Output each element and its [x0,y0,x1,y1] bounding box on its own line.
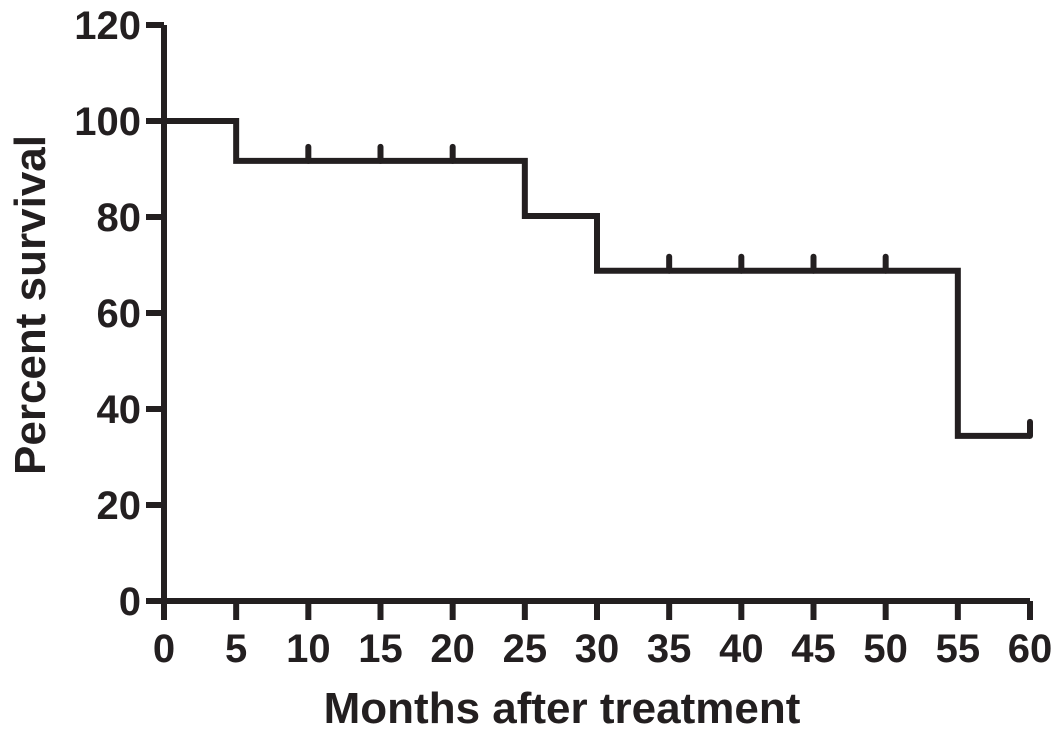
x-tick-label: 5 [225,627,247,671]
axes-spine [161,25,1030,604]
x-tick-label: 35 [647,627,692,671]
x-tick-label: 40 [719,627,764,671]
x-tick-label: 10 [286,627,331,671]
x-tick-label: 30 [575,627,620,671]
x-tick-label: 15 [358,627,403,671]
x-tick-label: 20 [430,627,475,671]
x-tick-label: 50 [863,627,908,671]
x-axis-title: Months after treatment [324,684,801,733]
x-tick-label: 55 [936,627,981,671]
x-tick-label: 0 [153,627,175,671]
y-axis-title: Percent survival [6,135,55,475]
y-tick-label: 40 [97,388,142,432]
y-tick-label: 20 [97,484,142,528]
y-tick-label: 0 [119,580,141,624]
plot-area: 0 20 40 60 80 100 120 0 5 10 15 20 25 30 35 40 45 50 55 60 [74,4,1052,671]
y-tick-label: 100 [74,100,141,144]
survival-step-curve [164,118,1030,439]
x-tick-label: 60 [1008,627,1053,671]
x-tick-label: 45 [791,627,836,671]
y-tick-label: 120 [74,4,141,48]
y-tick-label: 80 [97,196,142,240]
x-tick-label: 25 [503,627,548,671]
y-tick-label: 60 [97,292,142,336]
